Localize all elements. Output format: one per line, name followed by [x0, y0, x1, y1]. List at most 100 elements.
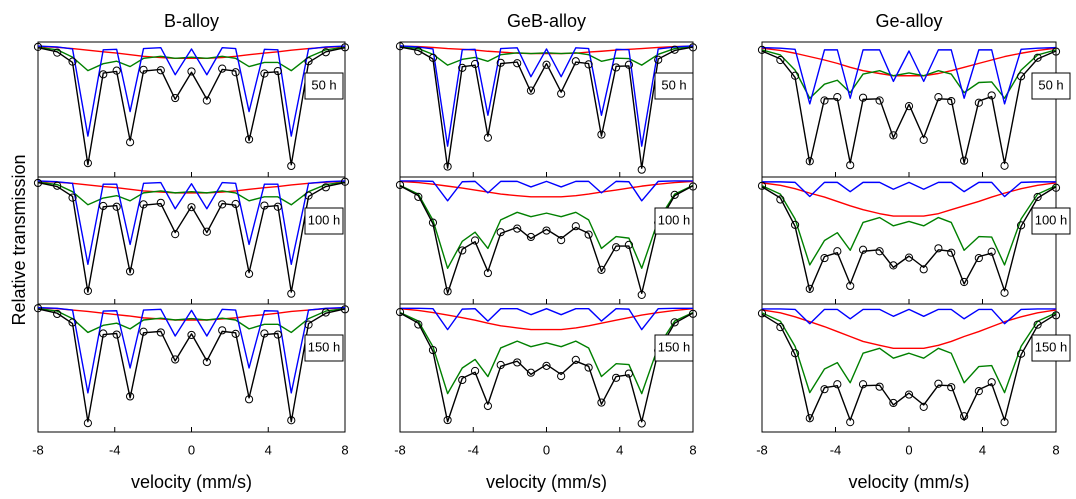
- data-point: [960, 412, 969, 421]
- panel: 100 h: [33, 176, 350, 305]
- data-point: [1033, 192, 1042, 202]
- data-point: [1033, 53, 1042, 62]
- data-point: [611, 243, 621, 252]
- data-point: [33, 42, 43, 52]
- fit-line: [399, 184, 694, 269]
- data-point: [126, 267, 135, 276]
- data-point: [83, 286, 92, 296]
- data-point: [688, 182, 698, 191]
- data-point: [571, 222, 580, 231]
- x-tick-label: 0: [905, 442, 912, 457]
- data-point: [260, 201, 269, 210]
- data-point: [624, 369, 634, 378]
- data-point: [428, 345, 438, 355]
- fit-line: [37, 307, 346, 321]
- data-point: [688, 309, 698, 318]
- data-point: [414, 320, 423, 329]
- data-point: [805, 157, 814, 166]
- fit-line: [399, 45, 694, 66]
- panel: -8 -4 0 4 8 velocity (mm/s) 150 h: [756, 303, 1071, 492]
- data-point: [919, 402, 928, 411]
- fit-line: [37, 308, 346, 423]
- plot-frame: [37, 41, 346, 178]
- data-point: [833, 93, 842, 102]
- column-title: GeB-alloy: [507, 11, 586, 31]
- data-point: [139, 65, 148, 74]
- data-point: [513, 224, 522, 233]
- data-point: [805, 414, 814, 423]
- data-point: [1000, 161, 1009, 170]
- data-point: [202, 227, 211, 236]
- data-point: [395, 42, 405, 51]
- panel: -8 -4 0 4 8 velocity (mm/s) 150 h: [394, 303, 698, 492]
- data-point: [126, 392, 135, 401]
- data-point: [757, 181, 767, 190]
- data-point: [340, 305, 350, 314]
- data-point: [414, 47, 423, 56]
- data-point: [947, 96, 956, 106]
- panel: 100 h: [395, 176, 698, 305]
- data-point: [126, 138, 135, 147]
- data-point: [597, 265, 606, 274]
- data-point: [1033, 320, 1042, 329]
- data-point: [542, 60, 551, 69]
- data-point: [1051, 311, 1061, 320]
- x-tick-label: 4: [265, 442, 272, 457]
- data-point: [231, 68, 240, 77]
- x-axis-label: velocity (mm/s): [486, 472, 607, 492]
- data-point: [947, 248, 956, 257]
- data-point: [833, 380, 842, 389]
- data-point: [496, 360, 505, 370]
- data-point: [757, 309, 767, 318]
- data-point: [53, 309, 62, 319]
- data-point: [790, 349, 800, 358]
- data-point: [156, 328, 165, 337]
- data-point: [542, 226, 551, 235]
- fit-line: [37, 45, 346, 137]
- data-point: [858, 93, 868, 102]
- panel: GeB-alloy 50 h: [395, 11, 698, 178]
- data-point: [244, 135, 254, 144]
- x-axis-label: velocity (mm/s): [849, 472, 970, 492]
- data-point: [483, 268, 492, 278]
- data-point: [557, 89, 566, 98]
- data-point: [458, 63, 467, 72]
- data-point: [156, 198, 165, 207]
- data-point: [99, 329, 108, 338]
- data-point: [987, 91, 996, 100]
- data-point: [112, 66, 121, 75]
- data-point: [526, 368, 536, 377]
- data-point: [947, 383, 956, 392]
- panel-label: 50 h: [661, 77, 686, 92]
- data-point: [414, 192, 423, 201]
- data-point: [68, 193, 77, 202]
- fit-line: [761, 182, 1057, 217]
- panel-label: 100 h: [308, 212, 341, 227]
- data-point: [483, 401, 492, 411]
- panel: 100 h: [757, 176, 1071, 305]
- data-point: [790, 220, 800, 229]
- fit-line: [761, 185, 1057, 266]
- data-point: [757, 45, 767, 54]
- data-point: [584, 230, 593, 239]
- fit-line: [37, 180, 346, 194]
- data-point: [846, 161, 855, 170]
- data-point: [974, 387, 983, 396]
- fit-line: [399, 307, 694, 331]
- data-point: [139, 327, 148, 336]
- panel-label: 50 h: [311, 77, 336, 92]
- data-point: [654, 55, 663, 64]
- data-point: [287, 289, 296, 298]
- fit-line: [399, 45, 694, 55]
- data-point: [611, 373, 621, 382]
- data-point: [557, 236, 566, 245]
- data-point: [218, 200, 227, 209]
- data-point: [934, 244, 943, 253]
- data-point: [513, 358, 522, 367]
- fit-line: [762, 181, 1056, 198]
- data-point: [670, 190, 679, 199]
- data-point: [496, 58, 505, 67]
- data-point: [1016, 221, 1026, 230]
- data-point: [858, 380, 868, 389]
